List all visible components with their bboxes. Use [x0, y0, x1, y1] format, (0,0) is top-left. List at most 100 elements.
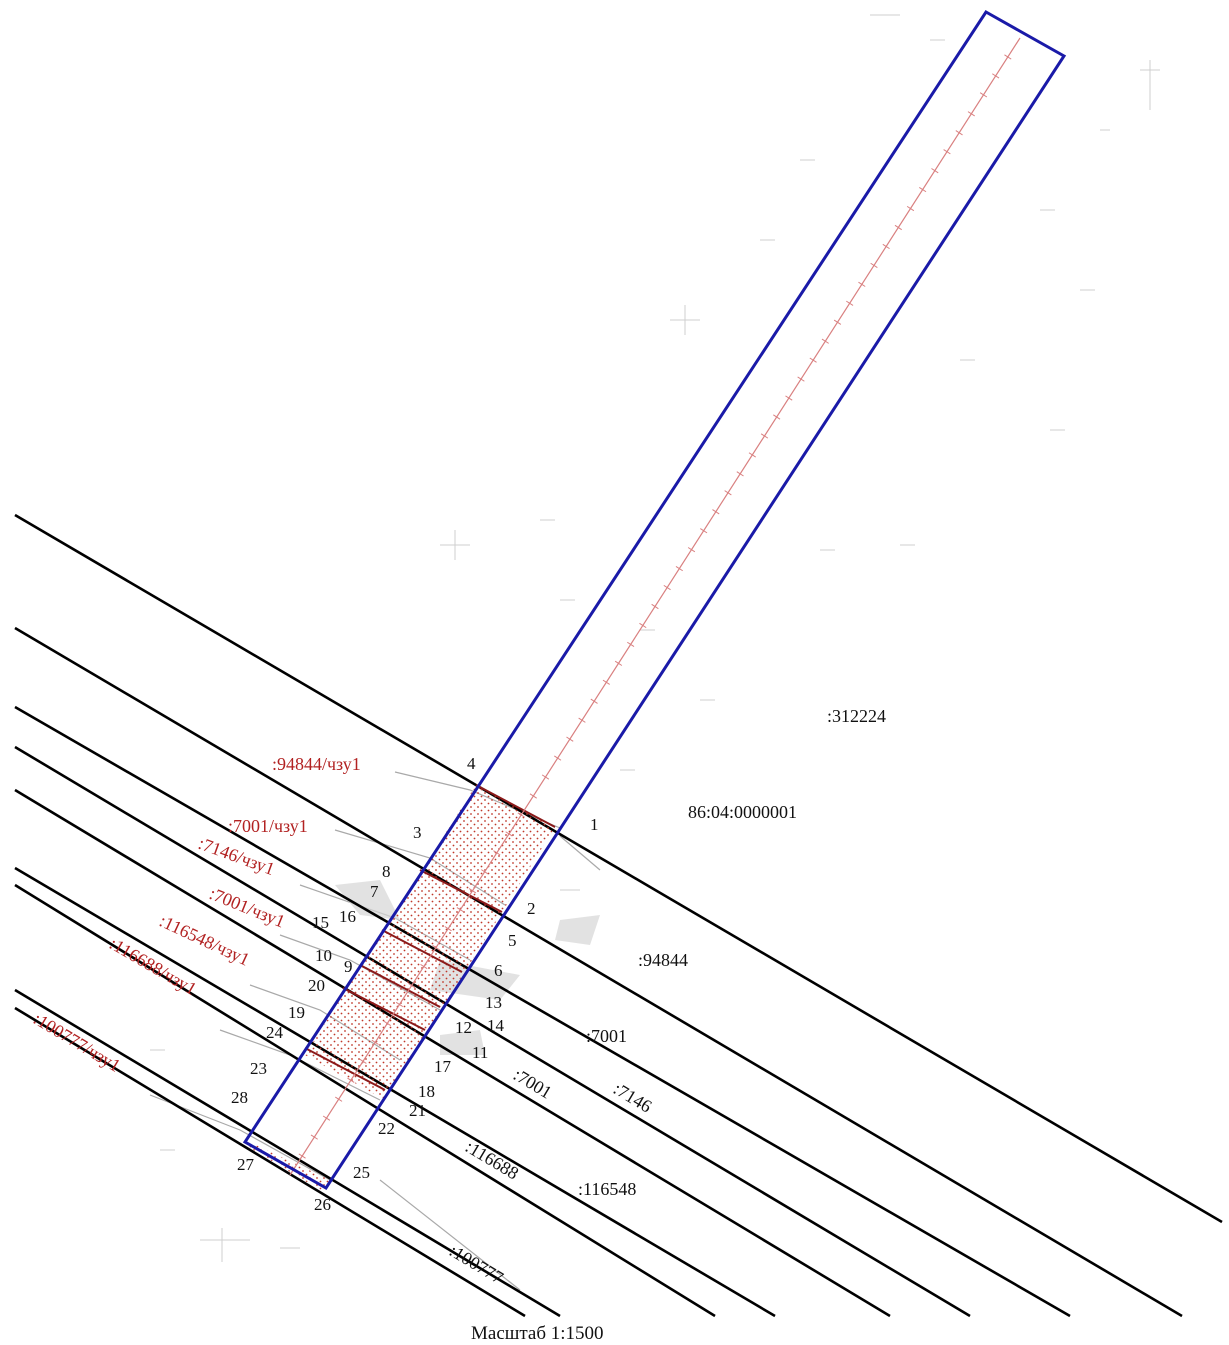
point-labels: 1 2 3 4 5 6 7 8 9 10 11 12 13 14 15 16 1… [231, 754, 599, 1214]
point-label: 24 [266, 1023, 284, 1042]
parcel-label: 86:04:0000001 [688, 802, 797, 822]
parcel-label: :7146 [610, 1078, 655, 1116]
axis-tick [955, 130, 963, 136]
axis-tick [760, 433, 769, 439]
parcel-labels: :312224 86:04:0000001 :94844 :7001 :7146… [446, 706, 886, 1288]
axis-tick [651, 603, 659, 610]
axis-tick [627, 641, 635, 647]
axis-tick [602, 679, 610, 685]
survey-marks [150, 14, 1160, 1262]
axis-tick [992, 73, 1000, 79]
point-label: 16 [339, 907, 356, 926]
axis-tick [468, 888, 477, 894]
axis-tick [541, 774, 550, 780]
point-label: 12 [455, 1018, 472, 1037]
point-label: 5 [508, 931, 517, 950]
axis-tick [420, 963, 428, 970]
axis-tick [554, 755, 562, 761]
parcel-label: :7001 [586, 1026, 627, 1046]
easement-zone [305, 785, 555, 1100]
scale-caption: Масштаб 1:1500 [471, 1323, 604, 1344]
axis-tick [335, 1096, 343, 1102]
axis-tick [979, 92, 988, 98]
point-label: 25 [353, 1163, 370, 1182]
axis-tick [700, 528, 708, 534]
axis-tick [943, 149, 951, 155]
point-label: 6 [494, 961, 503, 980]
axis-tick [614, 660, 623, 666]
axis-tick [894, 224, 902, 231]
subparcel-label: :116688/чзу1 [106, 933, 200, 999]
axis-tick [785, 395, 793, 401]
point-label: 1 [590, 815, 599, 834]
point-label: 13 [485, 993, 502, 1012]
point-label: 26 [314, 1195, 331, 1214]
point-label: 20 [308, 976, 325, 995]
point-label: 21 [409, 1101, 426, 1120]
axis-tick [408, 982, 416, 989]
axis-tick [529, 793, 537, 799]
subparcel-label: :7001/чзу1 [207, 883, 288, 931]
axis-tick [359, 1058, 367, 1064]
point-label: 22 [378, 1119, 395, 1138]
axis-tick [712, 509, 720, 515]
axis-tick [517, 812, 525, 818]
axis-tick [724, 490, 732, 496]
axis-tick [639, 622, 647, 629]
point-label: 10 [315, 946, 332, 965]
axis-tick [481, 869, 489, 875]
axis-tick [870, 262, 878, 268]
axis-tick [821, 338, 829, 344]
parcel-label: :7001 [510, 1064, 555, 1102]
axis-tick [919, 187, 927, 193]
subparcel-edges [304, 784, 556, 1091]
axis-tick [578, 717, 586, 723]
axis-tick [663, 584, 671, 591]
parcel-label: :116548 [578, 1179, 636, 1199]
axis-tick [493, 850, 501, 856]
parcel-label: :312224 [827, 706, 886, 726]
point-label: 18 [418, 1082, 435, 1101]
subparcel-label: :100777/чзу1 [30, 1008, 124, 1076]
axis-tick [846, 300, 854, 306]
subparcel-label: :94844/чзу1 [272, 754, 361, 774]
axis-tick [967, 111, 975, 117]
parcel-label: :94844 [638, 950, 688, 970]
point-label: 28 [231, 1088, 248, 1107]
subparcel-label: :7146/чзу1 [196, 833, 278, 879]
point-label: 27 [237, 1155, 255, 1174]
axis-tick [590, 698, 598, 704]
axis-tick [566, 736, 574, 742]
parcel-boundaries [14, 513, 1223, 1318]
point-label: 19 [288, 1003, 305, 1022]
axis-tick [456, 907, 464, 913]
axis-tick [432, 945, 440, 951]
axis-tick [383, 1020, 391, 1026]
axis-tick [322, 1115, 331, 1121]
axis-tick [371, 1039, 379, 1045]
parcel-label: :116688 [462, 1136, 522, 1183]
axis-tick [395, 1001, 404, 1008]
axis-tick [687, 547, 696, 553]
point-label: 8 [382, 862, 391, 881]
point-label: 15 [312, 913, 329, 932]
axis-tick [797, 376, 805, 382]
point-label: 14 [487, 1016, 505, 1035]
axis-tick [833, 319, 842, 325]
axis-tick [1004, 54, 1012, 60]
axis-tick [736, 471, 744, 477]
axis-tick [906, 205, 915, 212]
axis-tick [748, 452, 756, 458]
point-label: 23 [250, 1059, 267, 1078]
point-label: 11 [472, 1043, 488, 1062]
axis-tick [882, 243, 890, 250]
point-label: 7 [370, 882, 379, 901]
axis-tick [809, 357, 817, 363]
point-label: 9 [344, 957, 353, 976]
right-of-way-boundary [242, 10, 1067, 1191]
point-label: 3 [413, 823, 422, 842]
axis-tick [505, 831, 513, 837]
axis-tick [675, 566, 683, 572]
point-label: 17 [434, 1057, 452, 1076]
